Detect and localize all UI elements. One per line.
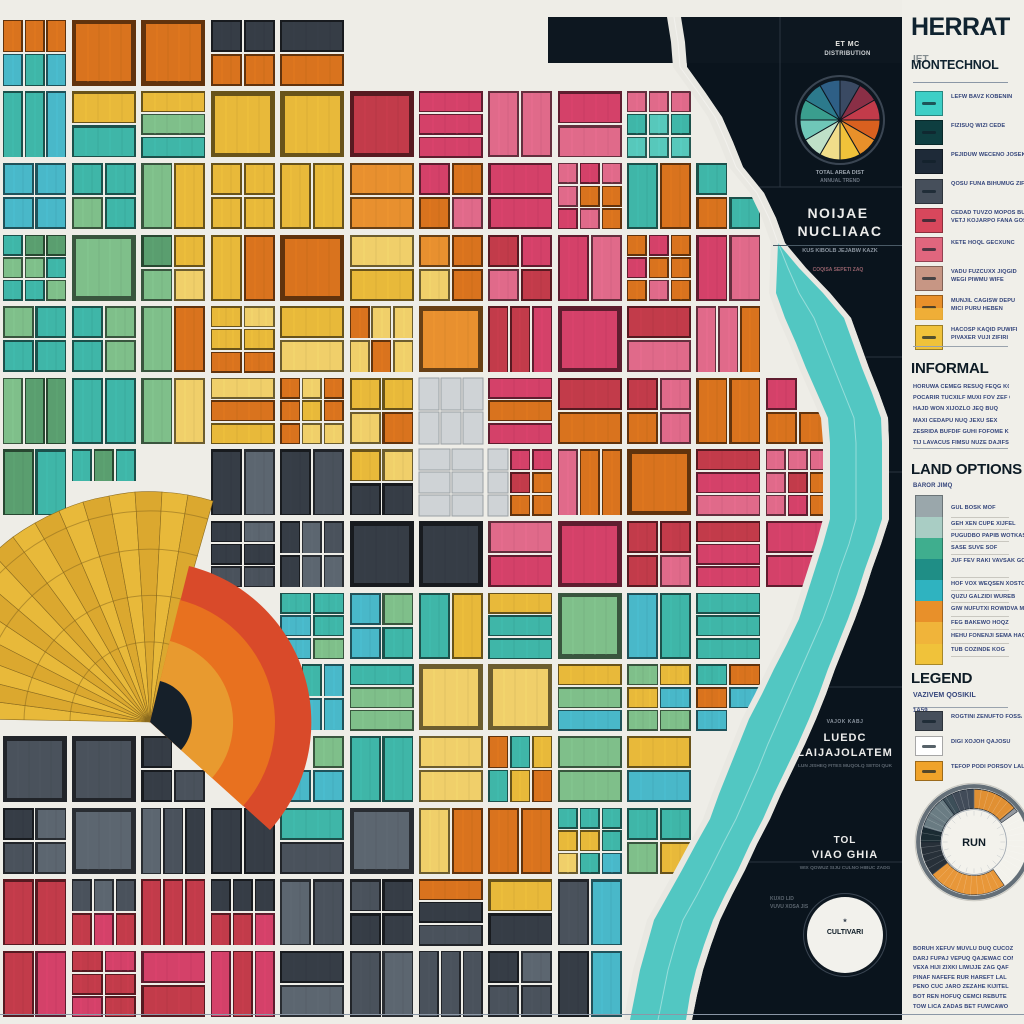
- svg-text:RUN: RUN: [962, 837, 986, 849]
